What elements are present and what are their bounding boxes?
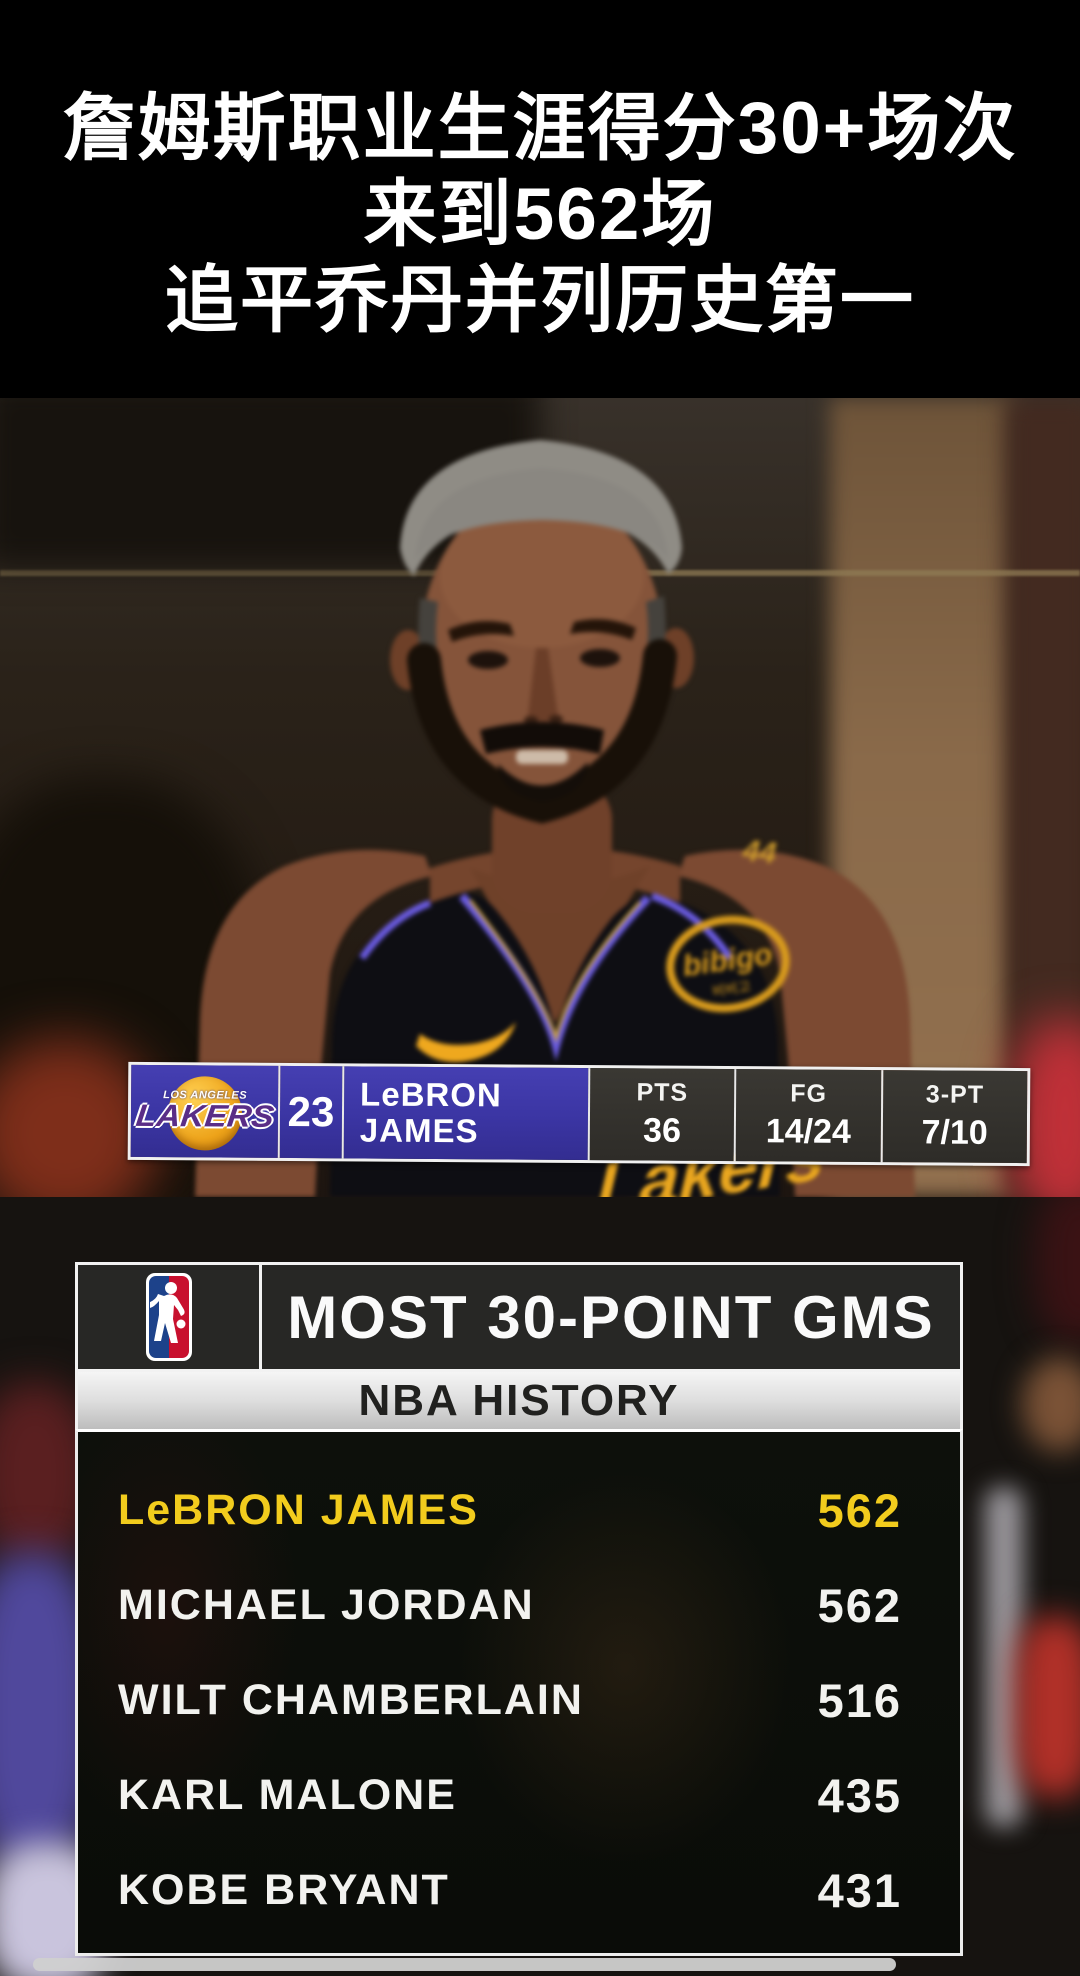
stat-label: PTS xyxy=(636,1078,689,1107)
headline-line: 追平乔丹并列历史第一 xyxy=(165,260,915,341)
background-blur-red-jersey xyxy=(1015,1617,1080,1797)
background-blur-face xyxy=(1022,1357,1080,1452)
jersey-44-patch: 44 xyxy=(740,834,778,870)
games-count: 562 xyxy=(817,1483,902,1537)
player-name: WILT CHAMBERLAIN xyxy=(118,1675,584,1724)
nike-swoosh-icon xyxy=(416,1022,516,1063)
jersey-number: 23 xyxy=(277,1065,343,1159)
player-first-name: LeBRON xyxy=(360,1075,502,1114)
leaderboard-row: KARL MALONE 435 xyxy=(78,1763,960,1827)
background-blur-top-right xyxy=(1035,1197,1080,1342)
leaderboard-row: KOBE BRYANT 431 xyxy=(78,1858,960,1922)
player-name: KOBE BRYANT xyxy=(118,1865,450,1914)
stat-label: FG xyxy=(790,1079,828,1108)
games-count: 562 xyxy=(817,1578,902,1632)
broadcast-score-bug: LOS ANGELES LAKERS 23 LeBRON JAMES PTS 36… xyxy=(127,1061,1031,1167)
svg-text:비비고: 비비고 xyxy=(711,978,752,999)
player-name: KARL MALONE xyxy=(118,1770,457,1819)
player-name-cell: LeBRON JAMES xyxy=(341,1066,589,1161)
leaderboard-section: MOST 30-POINT GMS NBA HISTORY LeBRON JAM… xyxy=(0,1197,1080,1976)
stat-cell-3-pt: 3-PT 7/10 xyxy=(880,1070,1028,1164)
leaderboard-title-cell: MOST 30-POINT GMS xyxy=(262,1265,960,1369)
lakers-logo-cell: LOS ANGELES LAKERS xyxy=(130,1064,279,1158)
leaderboard-row: LeBRON JAMES 562 xyxy=(78,1478,960,1542)
games-count: 435 xyxy=(817,1768,902,1822)
stat-value: 7/10 xyxy=(921,1113,988,1152)
player-last-name: JAMES xyxy=(359,1111,479,1150)
player-name: LeBRON JAMES xyxy=(118,1485,479,1534)
leaderboard-subtitle-bar: NBA HISTORY xyxy=(75,1372,963,1429)
headline-section: 詹姆斯职业生涯得分30+场次 来到562场 追平乔丹并列历史第一 xyxy=(0,0,1080,398)
leaderboard-header: MOST 30-POINT GMS xyxy=(75,1262,963,1372)
stat-value: 14/24 xyxy=(765,1112,852,1151)
stat-cell-pts: PTS 36 xyxy=(587,1068,735,1162)
leaderboard-row: MICHAEL JORDAN 562 xyxy=(78,1573,960,1637)
stat-label: 3-PT xyxy=(925,1080,985,1109)
games-count: 516 xyxy=(817,1673,902,1727)
headline-line: 詹姆斯职业生涯得分30+场次 xyxy=(62,88,1018,169)
stat-cells: PTS 36 FG 14/24 3-PT 7/10 xyxy=(587,1068,1028,1164)
headline-line: 来到562场 xyxy=(363,174,717,255)
leaderboard-row: WILT CHAMBERLAIN 516 xyxy=(78,1668,960,1732)
video-progress-bar[interactable] xyxy=(33,1958,896,1971)
nba-logo-icon xyxy=(145,1273,192,1361)
leaderboard-subtitle: NBA HISTORY xyxy=(358,1375,680,1425)
nba-logo-cell xyxy=(78,1265,262,1369)
photo-section: 44 bibigo 비비고 Lakers LOS ANGELES LAKERS … xyxy=(0,398,1080,1197)
games-count: 431 xyxy=(817,1863,902,1917)
stat-value: 36 xyxy=(643,1111,682,1150)
player-name: MICHAEL JORDAN xyxy=(118,1580,535,1629)
leaderboard-list: LeBRON JAMES 562 MICHAEL JORDAN 562 WILT CHA… xyxy=(75,1429,963,1956)
stat-cell-fg: FG 14/24 xyxy=(734,1069,881,1163)
team-name-label: LAKERS xyxy=(134,1097,276,1134)
headline-text-block: 詹姆斯职业生涯得分30+场次 来到562场 追平乔丹并列历史第一 xyxy=(0,86,1080,344)
leaderboard-title: MOST 30-POINT GMS xyxy=(287,1283,935,1351)
